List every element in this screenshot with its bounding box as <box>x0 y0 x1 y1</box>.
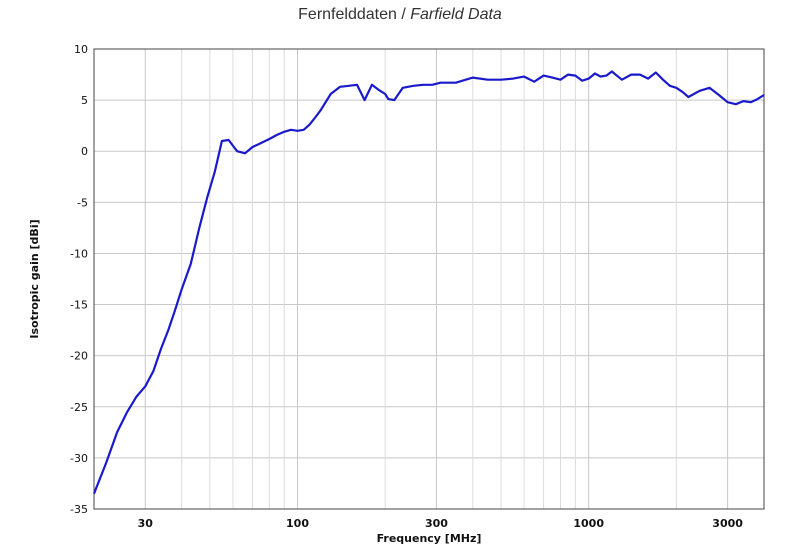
y-tick-label: 0 <box>81 145 88 158</box>
y-tick-label: -35 <box>70 503 88 516</box>
y-tick-label: -20 <box>70 350 88 363</box>
plot-frame <box>93 48 765 510</box>
y-tick-label: 5 <box>81 94 88 107</box>
chart-title-italic: Farfield Data <box>410 6 502 23</box>
y-tick-label: -10 <box>70 247 88 260</box>
y-axis-label: Isotropic gain [dBi] <box>28 219 41 338</box>
x-tick-labels: 30 100 300 1000 3000 <box>138 517 744 530</box>
x-tick-label: 1000 <box>573 517 604 530</box>
y-tick-label: -30 <box>70 452 88 465</box>
y-tick-label: 10 <box>74 43 88 56</box>
chart-title-main: Fernfelddaten / <box>298 6 410 23</box>
x-tick-label: 100 <box>286 517 309 530</box>
y-tick-label: -15 <box>70 299 88 312</box>
y-tick-label: -5 <box>77 196 88 209</box>
x-tick-label: 3000 <box>712 517 743 530</box>
x-axis-label: Frequency [MHz] <box>377 532 482 545</box>
x-tick-label: 300 <box>425 517 448 530</box>
grid <box>94 48 764 510</box>
gain-series-line <box>92 70 765 495</box>
y-tick-label: -25 <box>70 401 88 414</box>
x-tick-label: 30 <box>138 517 154 530</box>
chart-title: Fernfelddaten / Farfield Data <box>298 6 502 23</box>
y-tick-labels: 10 5 0 -5 -10 -15 -20 -25 -30 -35 <box>70 43 88 516</box>
